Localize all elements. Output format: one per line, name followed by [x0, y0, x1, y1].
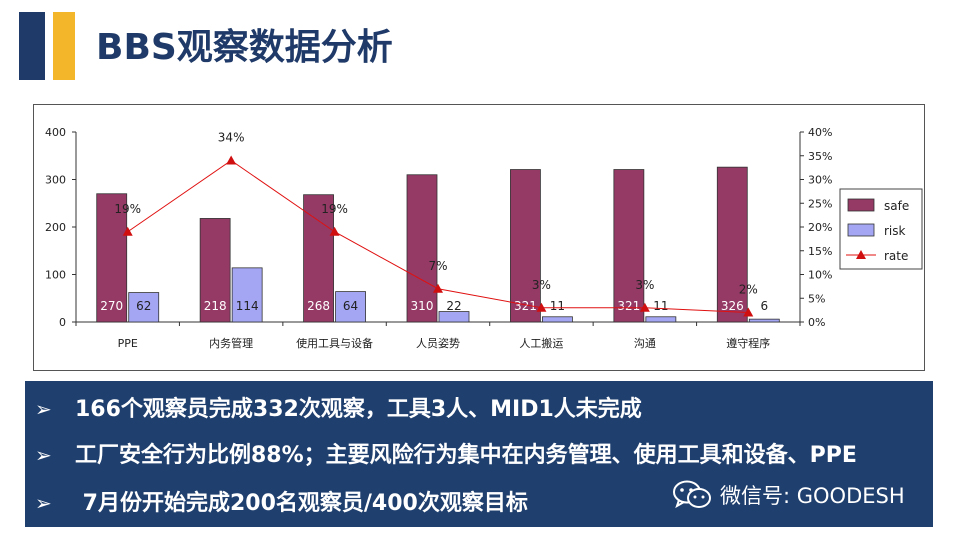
- legend-swatch-risk: [847, 223, 875, 237]
- bar-safe-label: 310: [411, 299, 434, 313]
- bullet-item: ➢ 工厂安全行为比例88%；主要风险行为集中在内务管理、使用工具和设备、PPE: [35, 437, 857, 469]
- y-tick-label: 100: [45, 269, 66, 282]
- x-tick-label: 人工搬运: [519, 336, 563, 350]
- rate-point: [226, 155, 237, 165]
- bar-risk-label: 22: [446, 299, 461, 313]
- legend-swatch-safe: [847, 198, 875, 212]
- bar-safe-label: 218: [204, 299, 227, 313]
- rate-data-label: 3%: [635, 278, 654, 292]
- rate-data-label: 19%: [321, 202, 348, 216]
- y2-tick-label: 40%: [808, 126, 832, 139]
- bar-risk: [128, 292, 160, 323]
- wechat-icon: [672, 479, 712, 511]
- bar-safe-label: 321: [617, 299, 640, 313]
- rate-point: [329, 226, 340, 236]
- x-tick-label: 内务管理: [209, 336, 253, 350]
- rate-point: [639, 302, 650, 312]
- bar-risk: [748, 318, 780, 323]
- chart-frame: 0 100 200 300 400 0% 5% 10% 15% 20% 25% 30% 35% 40% PP…: [33, 104, 925, 371]
- y2-tick-label: 15%: [808, 245, 832, 258]
- watermark: 微信号: GOODESH: [672, 475, 905, 515]
- y2-tick-label: 5%: [808, 292, 825, 305]
- page-title: BBS观察数据分析: [96, 27, 393, 68]
- bullet-arrow-icon: ➢: [35, 491, 52, 515]
- x-tick-label: PPE: [118, 337, 138, 350]
- bullet-text: 166个观察员完成332次观察，工具3人、MID1人未完成: [75, 397, 642, 422]
- y2-tick-label: 35%: [808, 150, 832, 163]
- bar-safe: [510, 169, 541, 323]
- legend-label-safe: safe: [884, 199, 909, 213]
- bar-risk-label: 11: [550, 299, 565, 313]
- x-tick-label: 沟通: [634, 337, 656, 350]
- y-tick-label: 300: [45, 174, 66, 187]
- y-tick-label: 200: [45, 221, 66, 234]
- y2-tick-label: 25%: [808, 197, 832, 210]
- rate-point: [743, 307, 754, 317]
- bar-risk: [645, 316, 677, 323]
- bar-risk: [335, 291, 366, 323]
- bar-safe: [613, 169, 645, 323]
- bar-risk-label: 6: [760, 299, 768, 313]
- bullet-item: ➢ 166个观察员完成332次观察，工具3人、MID1人未完成: [35, 391, 642, 423]
- x-tick-label: 遵守程序: [726, 336, 770, 350]
- summary-panel: ➢ 166个观察员完成332次观察，工具3人、MID1人未完成 ➢ 工厂安全行为比例…: [25, 381, 933, 527]
- bar-risk: [542, 316, 573, 323]
- rate-point: [122, 226, 133, 236]
- bar-safe-label: 268: [307, 299, 330, 313]
- legend-label-rate: rate: [884, 249, 908, 263]
- bar-risk-label: 64: [343, 299, 358, 313]
- legend-label-risk: risk: [884, 224, 906, 238]
- bar-safe: [96, 193, 128, 323]
- bar-risk: [438, 311, 470, 323]
- y2-tick-label: 10%: [808, 269, 832, 282]
- bar-safe-label: 321: [514, 299, 537, 313]
- bar-safe: [406, 174, 438, 323]
- rate-data-label: 2%: [739, 283, 758, 297]
- legend-marker-rate: [856, 250, 866, 259]
- y2-tick-label: 20%: [808, 221, 832, 234]
- x-tick-label: 人员姿势: [416, 337, 460, 350]
- bar-safe: [199, 218, 231, 323]
- bullet-item: ➢ 7月份开始完成200名观察员/400次观察目标: [35, 485, 528, 517]
- rate-data-label: 3%: [532, 278, 551, 292]
- bar-safe: [716, 166, 748, 323]
- bullet-text: 工厂安全行为比例88%；主要风险行为集中在内务管理、使用工具和设备、PPE: [75, 443, 857, 468]
- bar-safe: [303, 194, 334, 323]
- bbs-chart: 0 100 200 300 400 0% 5% 10% 15% 20% 25% 30% 35% 40% PP…: [45, 126, 923, 350]
- bullet-text: 7月份开始完成200名观察员/400次观察目标: [75, 491, 528, 516]
- y-tick-label: 400: [45, 126, 66, 139]
- bar-risk: [231, 267, 263, 323]
- title-accent-bar-gold: [53, 12, 75, 80]
- rate-data-label: 7%: [428, 259, 447, 273]
- bar-risk-label: 62: [136, 299, 151, 313]
- bar-safe-label: 326: [721, 299, 744, 313]
- y-tick-label: 0: [59, 316, 66, 329]
- bar-risk-label: 11: [653, 299, 668, 313]
- bullet-arrow-icon: ➢: [35, 443, 52, 467]
- watermark-text: 微信号: GOODESH: [720, 484, 905, 508]
- bar-safe-label: 270: [100, 299, 123, 313]
- rate-data-label: 19%: [114, 202, 141, 216]
- title-accent-bar-navy: [19, 12, 45, 80]
- y2-tick-label: 0%: [808, 316, 825, 329]
- rate-point: [433, 283, 443, 293]
- rate-data-label: 34%: [218, 131, 245, 145]
- x-tick-label: 使用工具与设备: [296, 336, 373, 350]
- bar-risk-label: 114: [236, 299, 259, 313]
- rate-point: [536, 302, 547, 312]
- y2-tick-label: 30%: [808, 174, 832, 187]
- bullet-arrow-icon: ➢: [35, 397, 52, 421]
